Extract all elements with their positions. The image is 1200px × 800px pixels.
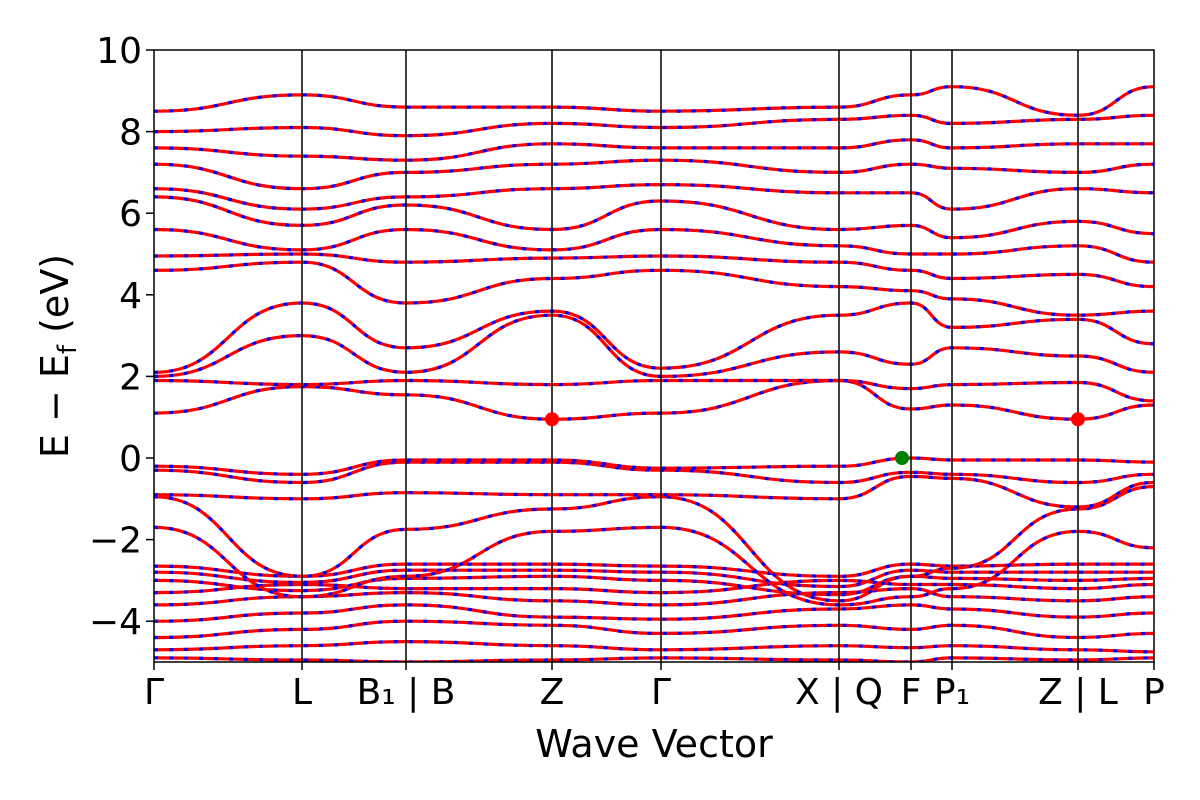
y-tick-label-2: 0 <box>119 439 142 480</box>
y-axis-label-main: E − E <box>33 354 77 458</box>
band-12-dash <box>154 460 1154 485</box>
band-1-dash <box>154 639 1154 654</box>
y-axis-ticks: −4 −2 0 2 4 6 8 10 <box>89 31 154 643</box>
band-18-line <box>154 260 1154 317</box>
high-symmetry-lines <box>301 50 1079 662</box>
marker-2 <box>895 451 909 465</box>
band-15-dash <box>154 378 1154 403</box>
y-tick-label-7: 10 <box>96 31 142 72</box>
band-23-dash <box>154 158 1154 191</box>
y-axis-label-unit: (eV) <box>33 254 77 345</box>
marker-1 <box>1071 412 1085 427</box>
y-axis-label: E − Ef (eV) <box>33 254 83 458</box>
plot-frame <box>153 49 1155 663</box>
x-tick-label-4: Γ <box>651 672 671 713</box>
y-tick-label-6: 8 <box>119 113 142 154</box>
x-tick-label-1: L <box>292 672 312 713</box>
y-tick-label-4: 4 <box>119 276 142 317</box>
band-5-dash <box>154 578 1154 595</box>
band-22-line <box>154 182 1154 211</box>
band-0-dash <box>154 656 1154 662</box>
x-tick-label-5: X | Q <box>795 672 883 713</box>
band-3-dash <box>154 603 1154 623</box>
band-9-line <box>154 525 1154 607</box>
band-20-dash <box>154 227 1154 264</box>
x-tick-label-6: F <box>901 672 922 713</box>
band-19-dash <box>154 252 1154 289</box>
band-2-dash <box>154 619 1154 640</box>
band-8-line <box>154 562 1154 578</box>
band-24-dash <box>154 138 1154 162</box>
y-tick-label-5: 6 <box>119 194 142 235</box>
x-tick-label-9: P <box>1143 672 1165 713</box>
y-tick-label-3: 2 <box>119 357 142 398</box>
x-tick-label-0: Γ <box>144 672 164 713</box>
extrema-markers <box>545 412 1085 465</box>
marker-0 <box>545 412 559 427</box>
band-10-line <box>154 485 1154 603</box>
y-tick-label-0: −4 <box>89 602 142 643</box>
y-axis-label-sub: f <box>53 344 83 354</box>
y-tick-label-1: −2 <box>89 521 142 562</box>
x-tick-label-3: Z <box>540 672 565 713</box>
band-14-dash <box>154 378 1154 421</box>
band-25-dash <box>154 113 1154 138</box>
band-21-line <box>154 195 1154 240</box>
x-tick-label-7: P₁ <box>934 672 970 713</box>
band-17-dash <box>154 301 1154 374</box>
band-11-line <box>154 474 1154 509</box>
band-26-line <box>154 85 1154 117</box>
x-axis-ticks: Γ L B₁ | B Z Γ X | Q F P₁ Z | L P <box>144 662 1165 713</box>
band-6-line <box>154 574 1154 597</box>
x-axis-label: Wave Vector <box>535 722 773 766</box>
band-4-dash <box>154 586 1154 607</box>
x-tick-label-2: B₁ | B <box>357 672 456 713</box>
x-tick-label-8: Z | L <box>1038 672 1118 713</box>
band-13-dash <box>154 456 1154 476</box>
